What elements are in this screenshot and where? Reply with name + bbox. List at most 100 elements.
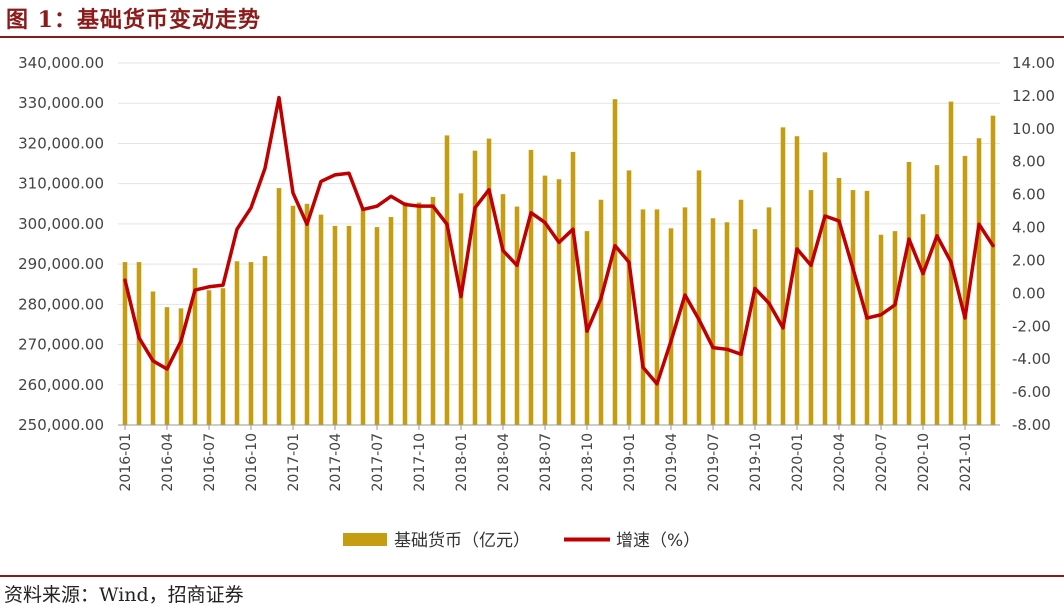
bar: [248, 262, 254, 425]
bar: [192, 268, 198, 425]
bar: [304, 203, 310, 425]
footer-rule: [0, 575, 1064, 577]
bar: [234, 261, 240, 425]
x-tick-label: 2016-01: [118, 433, 134, 492]
x-axis: 2016-01 2016-04 2016-07 2016-10 2017-01 2017-…: [118, 424, 1000, 492]
bar: [738, 199, 744, 425]
x-tick-label: 2020-10: [916, 433, 932, 492]
x-tick-label: 2018-10: [580, 433, 596, 492]
y-left-tick-label: 270,000.00: [18, 336, 104, 354]
bar: [472, 150, 478, 425]
bar: [486, 138, 492, 425]
line-series: [123, 95, 995, 386]
x-tick-label: 2016-04: [160, 433, 176, 492]
bar: [542, 175, 548, 425]
bar: [892, 231, 898, 425]
y-axis-right: -8.00 -6.00 -4.00 -2.00 0.00 2.00 4.00 6.00 8.00…: [1012, 54, 1055, 434]
bar: [206, 290, 212, 425]
bar: [794, 136, 800, 425]
x-tick-label: 2016-10: [244, 433, 260, 492]
y-right-tick-label: 2.00: [1012, 251, 1045, 269]
x-tick-label: 2019-04: [664, 433, 680, 492]
y-left-tick-label: 310,000.00: [18, 175, 104, 193]
y-left-tick-label: 250,000.00: [18, 416, 104, 434]
y-left-tick-label: 300,000.00: [18, 215, 104, 233]
bar: [388, 217, 394, 425]
x-tick-label: 2020-01: [790, 433, 806, 492]
bar: [612, 99, 618, 425]
bar: [332, 225, 338, 425]
x-tick-label: 2016-07: [202, 433, 218, 492]
chart-title: 图 1：基础货币变动走势: [6, 7, 261, 33]
x-tick-label: 2018-04: [496, 433, 512, 492]
bar: [570, 151, 576, 425]
bar: [514, 206, 520, 425]
bar: [724, 222, 730, 425]
x-tick-label: 2020-07: [874, 433, 890, 492]
bar: [416, 202, 422, 425]
bar: [682, 207, 688, 425]
x-tick-label: 2017-01: [286, 433, 302, 492]
bar: [458, 193, 464, 425]
bar-series: [122, 99, 996, 426]
bar: [136, 262, 142, 425]
x-tick-label: 2019-01: [622, 433, 638, 492]
y-left-tick-label: 280,000.00: [18, 295, 104, 313]
bar: [934, 165, 940, 426]
y-left-tick-label: 320,000.00: [18, 134, 104, 152]
bar: [626, 170, 632, 425]
bar: [598, 199, 604, 425]
y-right-tick-label: 12.00: [1012, 87, 1055, 105]
bar: [654, 209, 660, 425]
title-rule: [0, 36, 1064, 38]
x-tick-label: 2017-04: [328, 433, 344, 492]
bar: [122, 262, 128, 425]
bar: [178, 308, 184, 425]
bar: [920, 214, 926, 425]
x-tick-label: 2017-10: [412, 433, 428, 492]
x-tick-label: 2019-07: [706, 433, 722, 492]
growth-line: [123, 95, 995, 386]
x-tick-label: 2020-04: [832, 433, 848, 492]
bar: [346, 225, 352, 425]
bar: [808, 190, 814, 425]
legend-line-label: 增速（%）: [616, 531, 700, 551]
bar: [780, 127, 786, 425]
y-right-tick-label: 10.00: [1012, 120, 1055, 138]
x-tick-label: 2018-01: [454, 433, 470, 492]
bar: [668, 228, 674, 425]
chart: 250,000.00 260,000.00 270,000.00 280,000.00…: [18, 54, 1055, 551]
y-left-tick-label: 330,000.00: [18, 94, 104, 112]
bar: [430, 196, 436, 425]
bar: [220, 288, 226, 425]
bar: [878, 234, 884, 425]
legend-bar-label: 基础货币（亿元）: [394, 531, 530, 551]
bar: [864, 190, 870, 425]
bar: [528, 149, 534, 425]
source-note: 资料来源：Wind，招商证券: [4, 584, 244, 606]
y-left-tick-label: 290,000.00: [18, 255, 104, 273]
bar: [962, 155, 968, 425]
bar: [710, 218, 716, 425]
bar: [752, 229, 758, 425]
bar: [402, 202, 408, 425]
bar: [500, 194, 506, 425]
bar: [696, 170, 702, 425]
y-right-tick-label: 14.00: [1012, 54, 1055, 72]
y-right-tick-label: -4.00: [1012, 350, 1051, 368]
bar: [276, 188, 282, 425]
bar: [906, 161, 912, 425]
bar: [766, 207, 772, 425]
bar: [360, 207, 366, 425]
y-axis-left: 250,000.00 260,000.00 270,000.00 280,000.00…: [18, 54, 104, 434]
x-tick-label: 2021-01: [958, 433, 974, 492]
bar: [850, 190, 856, 425]
y-left-tick-label: 260,000.00: [18, 376, 104, 394]
bar: [836, 178, 842, 425]
bar: [262, 256, 268, 425]
y-right-tick-label: 8.00: [1012, 153, 1045, 171]
y-right-tick-label: 0.00: [1012, 284, 1045, 302]
x-tick-label: 2019-10: [748, 433, 764, 492]
bar: [318, 214, 324, 425]
y-right-tick-label: 6.00: [1012, 186, 1045, 204]
